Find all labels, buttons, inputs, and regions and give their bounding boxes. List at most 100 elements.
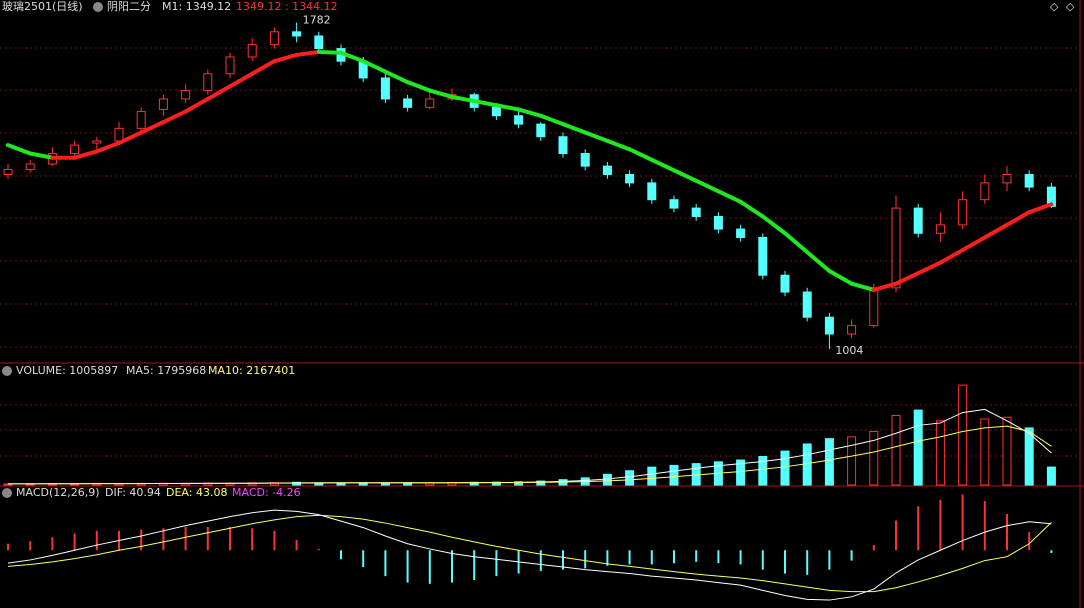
trend-line-segment <box>28 151 55 160</box>
trend-line-segment <box>561 122 588 135</box>
volume-bar <box>1002 416 1012 486</box>
candle-body <box>403 98 413 108</box>
dea-label: DEA: 43.08 <box>166 486 227 499</box>
trend-line-segment <box>538 113 565 127</box>
trend-line-segment <box>849 281 876 292</box>
candle-body <box>691 207 701 217</box>
trend-line-segment <box>916 260 943 276</box>
candle-body <box>602 165 612 176</box>
low-label: 1004 <box>835 344 863 357</box>
trend-line-segment <box>827 269 854 286</box>
trend-line-segment <box>405 80 432 93</box>
volume-bar <box>625 470 635 486</box>
volume-bar <box>736 459 746 486</box>
candle-body <box>802 291 812 318</box>
trend-line-segment <box>183 96 210 114</box>
candle-body <box>269 31 279 45</box>
candle-body <box>314 35 324 50</box>
trend-line-segment <box>583 130 610 143</box>
candle-body <box>114 127 124 142</box>
ma10-line <box>8 425 1052 485</box>
volume-bar <box>536 480 546 486</box>
candle-body <box>25 163 35 170</box>
macd-title: MACD(12,26,9) <box>16 486 100 499</box>
volume-bar <box>514 481 524 486</box>
trend-line-segment <box>716 189 743 204</box>
candle-body <box>203 73 213 92</box>
candle-body <box>181 90 191 100</box>
trend-line-segment <box>982 222 1009 240</box>
candle-body <box>580 153 590 167</box>
high-label: 1782 <box>303 14 331 27</box>
indicator-toggle[interactable] <box>2 488 12 498</box>
volume-bar <box>869 431 879 486</box>
trend-line-segment <box>672 168 699 183</box>
candle-body <box>647 182 657 201</box>
trend-line-segment <box>228 71 255 89</box>
trend-line-segment <box>339 50 366 64</box>
dif-label: DIF: 40.94 <box>105 486 161 499</box>
candle-body <box>514 115 524 125</box>
volume-bar <box>669 464 679 486</box>
volume-bar <box>403 482 413 486</box>
candle-body <box>491 106 501 117</box>
trend-line-segment <box>605 138 632 152</box>
quote: 1349.12 : 1344.12 <box>236 0 338 13</box>
volume-bar <box>602 473 612 486</box>
dea-line <box>7 514 1052 593</box>
candle-body <box>625 174 635 184</box>
volume-bar <box>647 466 657 486</box>
trend-line-segment <box>316 49 343 55</box>
trend-line-segment <box>117 130 144 146</box>
candle-body <box>980 182 990 201</box>
trend-line-segment <box>894 271 921 286</box>
candle-body <box>225 56 235 75</box>
trend-line-segment <box>161 109 188 125</box>
trend-line-segment <box>760 214 787 236</box>
volume-bar <box>780 450 790 486</box>
volume-bar <box>1046 466 1056 486</box>
trend-line-segment <box>494 103 521 112</box>
macd-label: MACD: -4.26 <box>232 486 301 499</box>
candle-body <box>669 199 679 209</box>
trend-line-segment <box>294 49 321 57</box>
volume-bar <box>913 409 923 486</box>
trend-line-segment <box>361 59 388 74</box>
candle-body <box>958 199 968 226</box>
candle-body <box>913 207 923 234</box>
trend-line-segment <box>516 107 543 118</box>
volume-bar <box>935 420 945 486</box>
candle-body <box>935 224 945 234</box>
dif-line <box>7 509 1052 601</box>
volume-bar <box>758 455 768 486</box>
trend-line-segment <box>694 178 721 194</box>
ma10-label: MA10: 2167401 <box>208 364 295 377</box>
volume-bar <box>891 414 901 486</box>
volume-bar <box>980 418 990 486</box>
trend-line-segment <box>871 281 898 292</box>
menu-icon[interactable]: ◇ <box>1066 0 1075 13</box>
trend-line-segment <box>272 52 299 64</box>
candle-body <box>1024 174 1034 188</box>
indicator-toggle[interactable] <box>2 366 12 376</box>
trend-line-segment <box>1027 202 1054 215</box>
volume-title: VOLUME: 1005897 <box>16 364 118 377</box>
trend-line-segment <box>383 69 410 85</box>
candle-body <box>247 43 257 58</box>
trend-line-segment <box>72 149 99 160</box>
trend-line-segment <box>960 235 987 253</box>
candle-body <box>70 144 80 155</box>
candle-body <box>292 31 302 37</box>
candle-body <box>869 287 879 327</box>
volume-bar <box>847 436 857 486</box>
menu-icon[interactable]: ◇ <box>1050 0 1059 13</box>
candle-body <box>158 98 168 110</box>
trend-line-segment <box>6 143 33 156</box>
candle-body <box>136 111 146 129</box>
candle-body <box>847 325 857 335</box>
trend-line-segment <box>783 231 810 255</box>
trend-line-segment <box>627 147 654 162</box>
trend-line-segment <box>805 250 832 274</box>
indicator-toggle[interactable] <box>93 2 103 12</box>
